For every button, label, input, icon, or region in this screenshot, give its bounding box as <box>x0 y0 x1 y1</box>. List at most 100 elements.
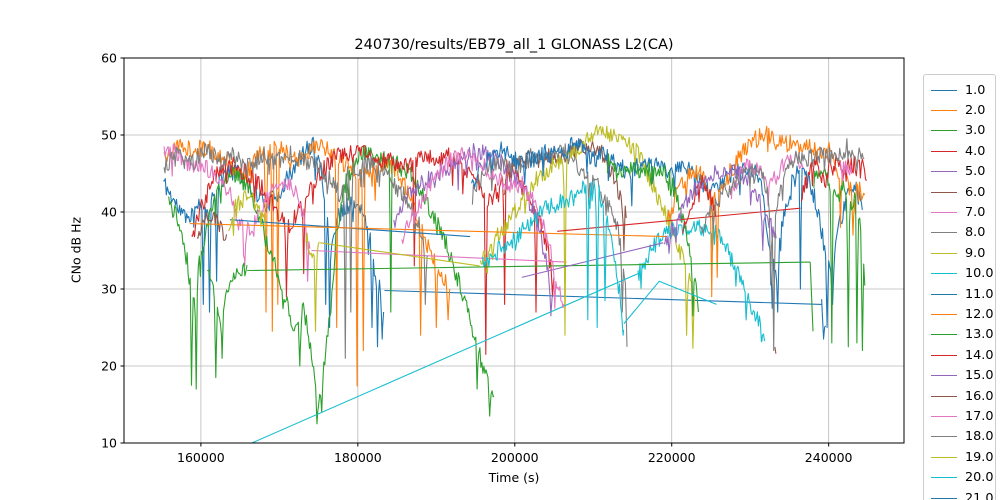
legend-label: 10.0 <box>965 266 994 282</box>
legend-line-sample <box>931 477 957 479</box>
legend-line-sample <box>931 150 957 152</box>
x-tick-label: 160000 <box>177 450 225 465</box>
series-group <box>163 124 867 443</box>
series-line-15.0 <box>663 163 777 254</box>
legend-label: 20.0 <box>965 470 994 486</box>
legend-label: 4.0 <box>965 143 986 159</box>
y-tick-label: 10 <box>101 435 117 451</box>
legend-label: 2.0 <box>965 103 986 119</box>
legend-label: 5.0 <box>965 164 986 180</box>
legend-item: 15.0 <box>931 365 995 385</box>
legend-item: 9.0 <box>931 243 995 263</box>
legend-item: 11.0 <box>931 284 995 304</box>
series-line-13.0 <box>809 262 814 332</box>
legend-line-sample <box>931 212 957 214</box>
legend-line-sample <box>931 395 957 397</box>
series-line-20.0 <box>481 180 625 336</box>
legend-item: 19.0 <box>931 447 995 467</box>
legend-label: 16.0 <box>965 388 994 404</box>
series-line-19.0 <box>320 242 480 267</box>
y-tick-label: 30 <box>101 281 117 297</box>
legend-item: 10.0 <box>931 264 995 284</box>
x-axis-label: Time (s) <box>488 470 540 485</box>
y-tick-label: 60 <box>101 50 117 66</box>
y-tick-label: 50 <box>101 127 117 143</box>
legend-label: 11.0 <box>965 286 994 302</box>
legend-line-sample <box>931 354 957 356</box>
legend-line-sample <box>931 232 957 234</box>
legend-label: 6.0 <box>965 184 986 200</box>
y-tick-label: 20 <box>101 358 117 374</box>
legend-line-sample <box>931 436 957 438</box>
series-line-8.0 <box>471 143 628 347</box>
x-tick-label: 180000 <box>333 450 382 465</box>
legend-item: 1.0 <box>931 80 995 100</box>
series-line-17.0 <box>401 146 565 309</box>
legend-label: 21.0 <box>965 490 994 500</box>
legend-item: 12.0 <box>931 304 995 324</box>
legend-line-sample <box>931 191 957 193</box>
series-line-9.0 <box>479 124 696 349</box>
series-line-14.0 <box>800 153 867 202</box>
legend-item: 20.0 <box>931 467 995 487</box>
legend: 1.0 2.0 3.0 4.0 5.0 6.0 7.0 8.0 9.0 10.0 11.0 12.0 1… <box>923 74 996 500</box>
legend-label: 18.0 <box>965 429 994 445</box>
legend-item: 4.0 <box>931 141 995 161</box>
legend-label: 1.0 <box>965 82 986 98</box>
legend-label: 9.0 <box>965 245 986 261</box>
legend-line-sample <box>931 110 957 112</box>
legend-item: 2.0 <box>931 100 995 120</box>
series-line-1.0 <box>821 299 827 340</box>
legend-item: 21.0 <box>931 488 995 500</box>
series-line-4.0 <box>191 144 555 355</box>
series-line-3.0 <box>168 145 495 425</box>
series-line-20.0 <box>623 280 717 324</box>
legend-label: 13.0 <box>965 327 994 343</box>
legend-label: 3.0 <box>965 123 986 139</box>
series-line-17.0 <box>839 160 853 182</box>
legend-item: 14.0 <box>931 345 995 365</box>
legend-line-sample <box>931 415 957 417</box>
series-line-19.0 <box>305 232 320 332</box>
series-line-1.0 <box>384 289 822 305</box>
axes-spines <box>123 57 905 444</box>
series-line-14.0 <box>682 174 716 234</box>
series-line-10.0 <box>251 273 639 443</box>
legend-item: 18.0 <box>931 427 995 447</box>
legend-label: 12.0 <box>965 306 994 322</box>
legend-line-sample <box>931 252 957 254</box>
legend-item: 5.0 <box>931 162 995 182</box>
legend-line-sample <box>931 313 957 315</box>
series-line-13.0 <box>206 262 248 379</box>
legend-line-sample <box>931 334 957 336</box>
legend-item: 6.0 <box>931 182 995 202</box>
series-line-15.0 <box>521 242 664 278</box>
series-line-8.0 <box>163 142 428 359</box>
legend-item: 16.0 <box>931 386 995 406</box>
series-line-16.0 <box>774 346 777 354</box>
series-line-13.0 <box>606 153 699 317</box>
series-line-10.0 <box>637 219 766 343</box>
legend-item: 3.0 <box>931 121 995 141</box>
legend-line-sample <box>931 89 957 91</box>
series-line-18.0 <box>699 138 865 352</box>
x-tick-label: 240000 <box>804 450 853 465</box>
x-tick-label: 220000 <box>647 450 696 465</box>
chart-title: 240730/results/EB79_all_1 GLONASS L2(CA) <box>354 37 674 53</box>
legend-label: 19.0 <box>965 449 994 465</box>
legend-item: 17.0 <box>931 406 995 426</box>
series-line-6.0 <box>196 211 228 241</box>
x-tick-label: 200000 <box>490 450 539 465</box>
legend-item: 8.0 <box>931 223 995 243</box>
legend-label: 17.0 <box>965 408 994 424</box>
legend-line-sample <box>931 293 957 295</box>
legend-label: 15.0 <box>965 368 994 384</box>
legend-line-sample <box>931 273 957 275</box>
legend-line-sample <box>931 130 957 132</box>
legend-line-sample <box>931 171 957 173</box>
series-line-19.0 <box>227 190 267 236</box>
legend-line-sample <box>931 497 957 499</box>
legend-item: 13.0 <box>931 325 995 345</box>
